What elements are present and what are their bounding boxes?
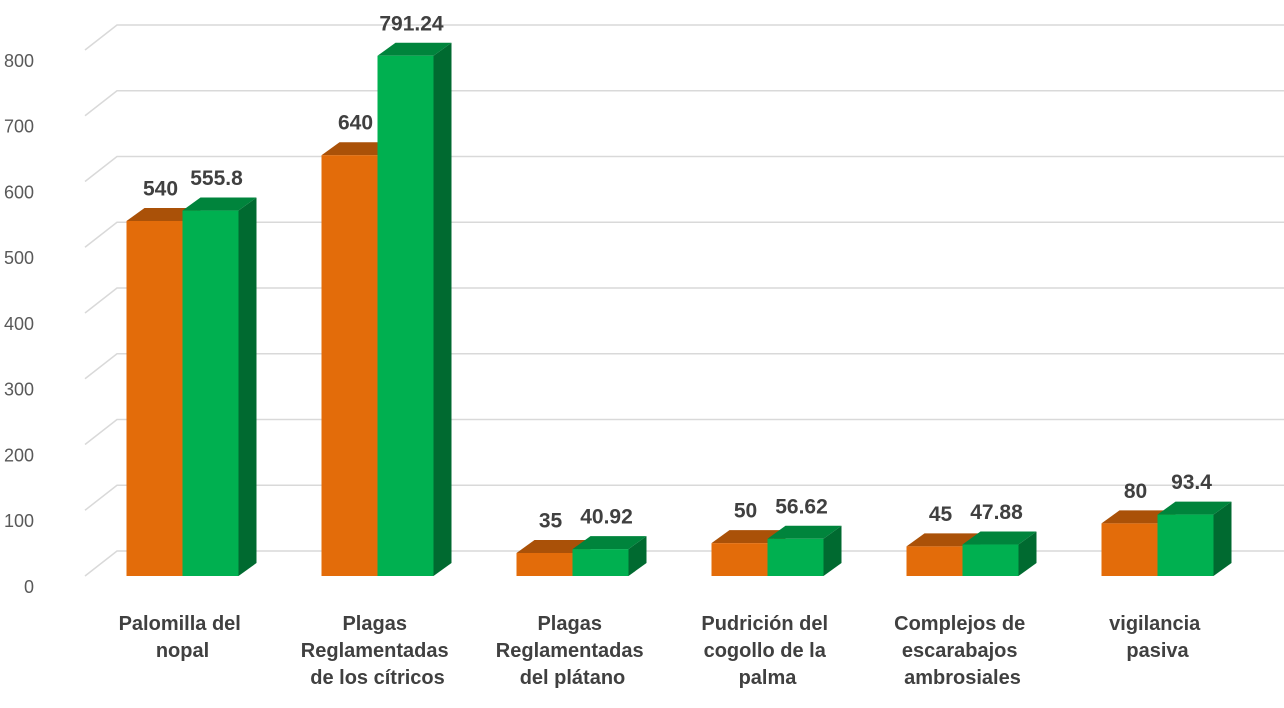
bar-side — [628, 536, 647, 576]
value-label: 640 — [338, 112, 373, 135]
grid-line — [84, 155, 1284, 183]
value-label: 56.62 — [775, 495, 828, 518]
grid-line — [84, 353, 1284, 380]
bar-front — [126, 220, 183, 576]
value-label: 40.92 — [580, 506, 633, 529]
bar-front — [1157, 514, 1214, 576]
value-label: 791.24 — [379, 12, 444, 35]
bar-top — [126, 207, 201, 221]
bar — [572, 536, 647, 576]
x-tick-label: Pudrición del cogollo de la palma — [701, 613, 833, 689]
bar-front — [1101, 523, 1158, 576]
bar-top — [377, 42, 452, 56]
bar-front — [572, 549, 629, 576]
bar-top — [1101, 510, 1176, 524]
bar-front — [377, 55, 434, 576]
value-label: 47.88 — [970, 501, 1023, 524]
grid-line — [84, 287, 1284, 314]
value-label: 540 — [143, 177, 178, 200]
bar-front — [321, 155, 378, 576]
grid-line — [84, 90, 1284, 117]
y-tick-label: 300 — [4, 380, 34, 400]
bar-front — [962, 544, 1019, 576]
x-tick-label: Plagas Reglamentadas del plátano — [496, 613, 649, 689]
bar-top — [182, 197, 257, 211]
x-tick-label: Palomilla del nopal — [119, 613, 247, 662]
grid-line — [84, 550, 1284, 577]
value-label: 45 — [929, 503, 953, 526]
value-label: 93.4 — [1171, 471, 1212, 494]
y-tick-label: 0 — [24, 577, 34, 597]
bar-side — [1213, 501, 1232, 576]
value-label: 50 — [734, 500, 757, 523]
bar-side — [433, 42, 452, 576]
bar-top — [516, 539, 591, 553]
bar-side — [1018, 531, 1037, 576]
bar — [962, 531, 1037, 576]
bar — [767, 525, 842, 576]
bar-front — [906, 546, 963, 576]
bar-front — [516, 552, 573, 576]
y-tick-label: 700 — [4, 117, 34, 137]
x-tick-label: vigilancia pasiva — [1109, 613, 1206, 662]
bar — [182, 197, 257, 576]
bar-top — [767, 525, 842, 539]
bar-top — [962, 531, 1037, 545]
bar-top — [572, 536, 647, 550]
grid-line — [84, 221, 1284, 248]
bar-top — [906, 533, 981, 547]
bar-front — [182, 210, 239, 576]
value-label: 35 — [539, 510, 563, 533]
y-tick-label: 100 — [4, 511, 34, 531]
bar — [1157, 501, 1232, 576]
y-tick-label: 500 — [4, 248, 34, 268]
x-tick-label: Plagas Reglamentadas de los cítricos — [301, 613, 454, 689]
y-tick-label: 800 — [4, 51, 34, 71]
bar-front — [767, 538, 824, 576]
bar-top — [1157, 501, 1232, 515]
y-tick-label: 200 — [4, 445, 34, 465]
grid-line — [84, 484, 1284, 511]
bar-top — [711, 530, 786, 544]
grid-line — [84, 24, 1284, 51]
value-label: 80 — [1124, 480, 1147, 503]
value-label: 555.8 — [190, 167, 243, 190]
x-tick-label: Complejos de escarabajos ambrosiales — [894, 613, 1031, 689]
bar-side — [238, 197, 257, 576]
bar-front — [711, 543, 768, 576]
grid-line — [84, 418, 1284, 446]
bar-top — [321, 142, 396, 156]
bar — [377, 42, 452, 576]
bar-side — [823, 525, 842, 576]
y-tick-label: 400 — [4, 314, 34, 334]
y-tick-label: 600 — [4, 182, 34, 202]
